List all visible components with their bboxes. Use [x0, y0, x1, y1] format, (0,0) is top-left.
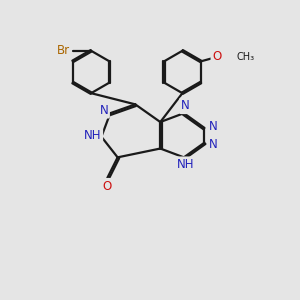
- Text: CH₃: CH₃: [236, 52, 254, 62]
- Text: Br: Br: [57, 44, 70, 57]
- Text: O: O: [212, 50, 222, 64]
- Text: NH: NH: [177, 158, 194, 171]
- Text: NH: NH: [84, 129, 101, 142]
- Text: N: N: [99, 104, 108, 117]
- Text: N: N: [209, 120, 218, 133]
- Text: N: N: [209, 138, 218, 151]
- Text: N: N: [181, 99, 190, 112]
- Text: O: O: [102, 180, 111, 193]
